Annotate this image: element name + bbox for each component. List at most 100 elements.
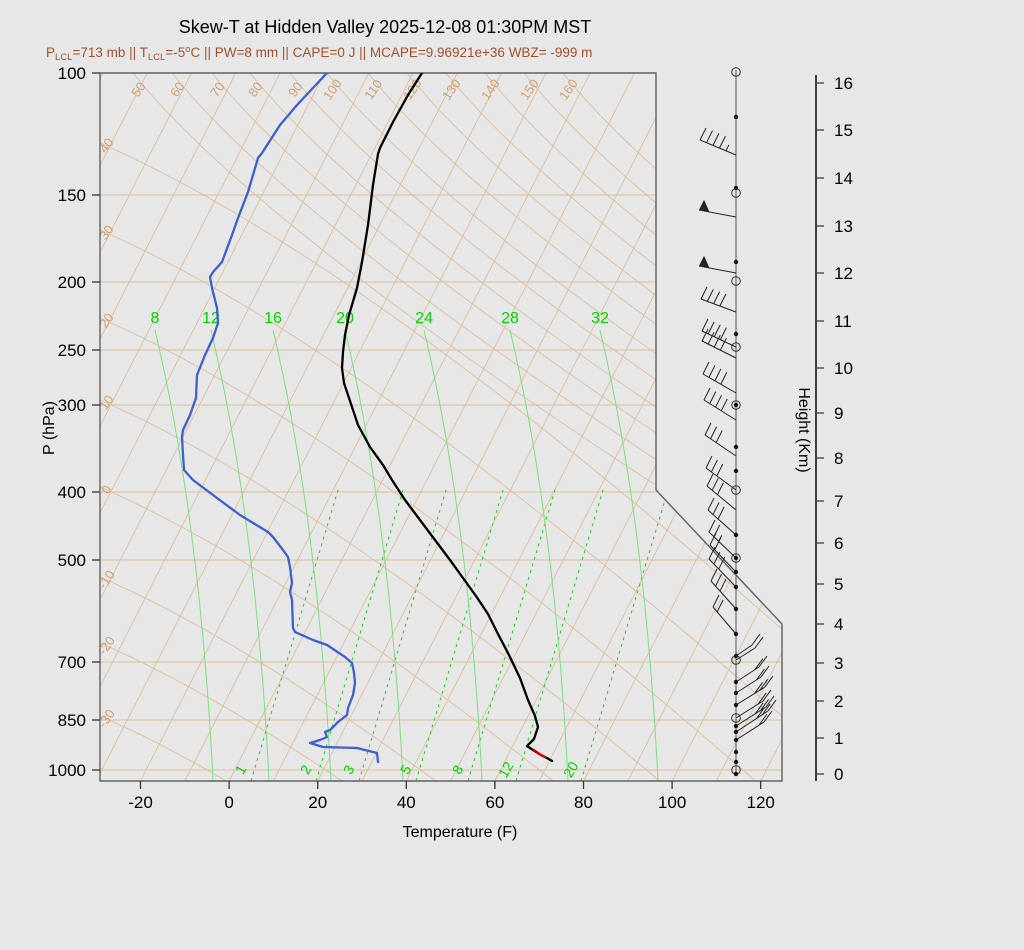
height-tick-label: 2 bbox=[834, 692, 843, 711]
wind-barb-staff bbox=[710, 580, 737, 610]
wind-barb-tick bbox=[714, 537, 722, 551]
mixing-ratio-label: 3 bbox=[340, 762, 358, 777]
wind-barb-tick bbox=[716, 482, 724, 495]
wind-level-dot bbox=[733, 606, 739, 612]
wind-level-dot bbox=[733, 679, 739, 685]
wind-level-dot bbox=[733, 555, 739, 561]
wind-barb-tick bbox=[759, 678, 769, 691]
wind-barb-staff bbox=[708, 531, 737, 559]
chart-subtitle: PLCL=713 mb || TLCL=-5oC || PW=8 mm || C… bbox=[46, 44, 592, 63]
wind-level-dot bbox=[733, 569, 739, 575]
wind-barb-tick bbox=[706, 289, 714, 302]
wind-barb-staff bbox=[712, 606, 737, 635]
wind-barb-tick bbox=[699, 127, 707, 141]
wind-barb-staff bbox=[700, 298, 737, 313]
height-tick-label: 7 bbox=[834, 492, 843, 511]
height-tick-label: 9 bbox=[834, 404, 843, 423]
moist-adiabat-lines bbox=[154, 329, 659, 781]
pressure-tick-label: 150 bbox=[58, 186, 86, 205]
wind-barb-tick bbox=[713, 334, 721, 348]
height-tick-label: 12 bbox=[834, 264, 853, 283]
wind-barb-tick bbox=[754, 636, 764, 649]
pressure-tick-label: 250 bbox=[58, 341, 86, 360]
wind-barb-tick bbox=[712, 594, 720, 608]
wind-barb-staff bbox=[735, 644, 753, 657]
moist-adiabat-label: 32 bbox=[591, 310, 609, 327]
wind-barb-tick bbox=[761, 703, 771, 716]
pressure-tick-label: 300 bbox=[58, 396, 86, 415]
wind-barb-tick bbox=[719, 327, 727, 340]
isotherm-label-left: 40 bbox=[96, 135, 117, 155]
height-tick-label: 11 bbox=[834, 312, 852, 331]
wind-level-dot bbox=[733, 749, 739, 755]
wind-barb-tick bbox=[713, 551, 721, 565]
wind-barb-tick bbox=[707, 321, 715, 335]
mixing-ratio-label: 8 bbox=[449, 762, 467, 777]
pressure-axis-title: P (hPa) bbox=[41, 401, 58, 455]
wind-barb-tick bbox=[708, 519, 716, 533]
wind-barb-tick bbox=[705, 455, 713, 469]
wind-barb-tick bbox=[712, 502, 720, 515]
wind-barb-tick bbox=[710, 568, 718, 582]
isotherm-label-left: -30 bbox=[95, 706, 118, 730]
wind-barb-tick bbox=[760, 699, 770, 711]
wind-barb-tick bbox=[756, 668, 765, 681]
wind-level-circle bbox=[731, 188, 741, 198]
height-tick-label: 0 bbox=[834, 765, 843, 784]
wind-level-dot bbox=[733, 690, 739, 696]
wind-level-dot bbox=[733, 259, 739, 265]
pressure-tick-label: 200 bbox=[58, 273, 86, 292]
wind-barb-tick bbox=[714, 368, 722, 382]
wind-barb-tick bbox=[765, 695, 775, 708]
wind-barb-halftick bbox=[725, 144, 730, 152]
height-axis-title: Height (Km) bbox=[795, 387, 812, 472]
wind-barb-staff bbox=[735, 647, 756, 661]
wind-level-dot bbox=[733, 402, 739, 408]
wind-barb-tick bbox=[718, 135, 726, 149]
height-tick-label: 8 bbox=[834, 449, 843, 468]
wind-barb-staff bbox=[701, 340, 737, 359]
wind-level-dot bbox=[733, 729, 739, 735]
wind-level-dot bbox=[733, 771, 739, 777]
pressure-tick-label: 500 bbox=[58, 551, 86, 570]
wind-barb-tick bbox=[706, 130, 713, 143]
wind-barb-tick bbox=[710, 459, 718, 473]
wind-barb-tick bbox=[708, 365, 716, 378]
wind-level-dot bbox=[733, 759, 739, 765]
wind-barb-tick bbox=[763, 710, 773, 723]
wind-barb-staff bbox=[698, 209, 737, 218]
temperature-tick-label: -20 bbox=[128, 793, 153, 812]
mixing-ratio-label: 2 bbox=[297, 762, 315, 777]
wind-level-circle bbox=[731, 400, 741, 410]
pressure-tick-label: 100 bbox=[58, 64, 86, 83]
wind-level-circle bbox=[731, 655, 741, 665]
temperature-axis-title: Temperature (F) bbox=[403, 824, 518, 841]
mixing-ratio-lines bbox=[250, 489, 669, 781]
mixing-ratio-label: 1 bbox=[232, 762, 250, 777]
wind-level-circle bbox=[731, 67, 741, 77]
temperature-tick-label: 100 bbox=[658, 793, 686, 812]
isotherm-label-left: 20 bbox=[96, 310, 117, 330]
background-grid bbox=[100, 73, 782, 781]
wind-barb-staff bbox=[701, 330, 737, 348]
height-tick-label: 15 bbox=[834, 121, 853, 140]
wind-barb-tick bbox=[764, 675, 774, 688]
height-tick-label: 13 bbox=[834, 217, 853, 236]
wind-barb-tick bbox=[762, 689, 772, 702]
wind-barb-tick bbox=[706, 473, 714, 487]
subtitle-part: =713 mb || T bbox=[72, 45, 148, 60]
wind-level-dot bbox=[733, 114, 739, 120]
wind-barb-tick bbox=[758, 713, 768, 726]
height-tick-label: 14 bbox=[834, 169, 853, 188]
isotherm-label-top: 150 bbox=[517, 76, 542, 102]
wind-barb-staff bbox=[704, 434, 737, 457]
wind-barb-tick bbox=[708, 546, 716, 560]
wind-barb-tick bbox=[713, 324, 721, 337]
moist-adiabat-label: 16 bbox=[264, 310, 282, 327]
temperature-tick-label: 20 bbox=[308, 793, 327, 812]
wind-barb-tick bbox=[719, 337, 727, 351]
wind-barb-staff bbox=[699, 139, 737, 156]
pressure-tick-label: 1000 bbox=[48, 761, 86, 780]
